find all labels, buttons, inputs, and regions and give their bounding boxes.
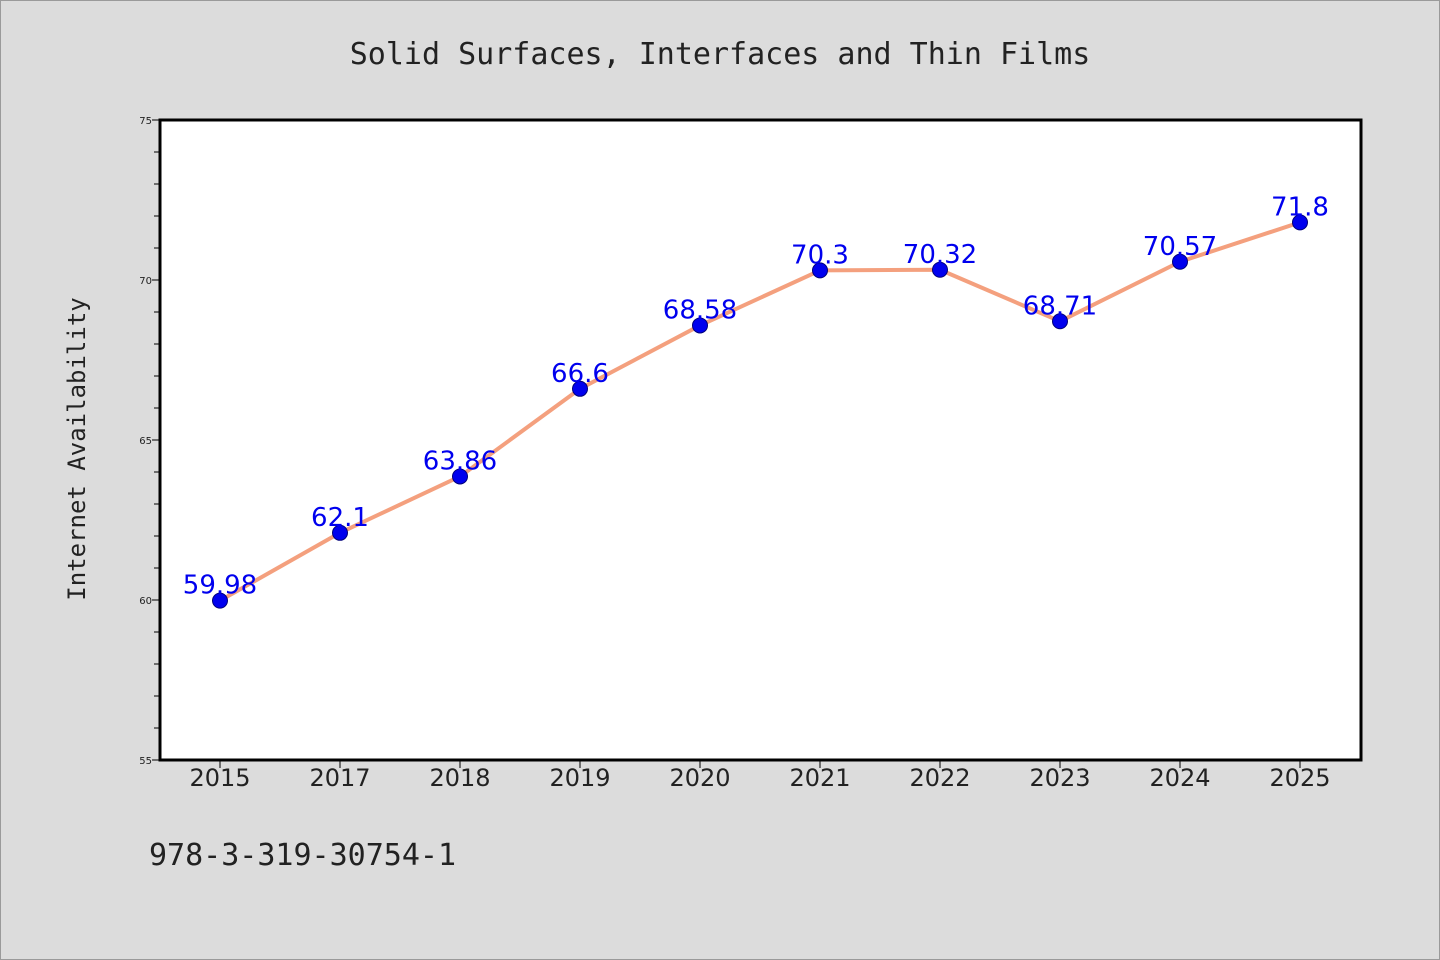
- x-axis: 2015 2017 2018 2019 2020 2021 2022 2023 2024 2025: [189, 760, 1331, 792]
- x-tick-label: 2024: [1149, 764, 1210, 792]
- plot-area: [160, 120, 1361, 760]
- x-tick-label: 2019: [549, 764, 610, 792]
- x-tick-label: 2025: [1269, 764, 1330, 792]
- data-label: 70.57: [1143, 232, 1217, 262]
- data-label: 70.3: [791, 240, 849, 270]
- data-point: [1172, 253, 1188, 270]
- data-label: 59.98: [183, 571, 257, 601]
- y-tick-label: 60: [139, 596, 152, 607]
- chart-title: Solid Surfaces, Interfaces and Thin Film…: [350, 37, 1091, 72]
- data-point: [812, 262, 828, 279]
- data-point: [452, 468, 468, 485]
- series-line: [219, 220, 1301, 603]
- y-tick-label: 55: [139, 756, 152, 767]
- data-point: [1052, 313, 1068, 330]
- x-tick-label: 2022: [909, 764, 970, 792]
- x-tick-label: 2018: [429, 764, 490, 792]
- data-point: [932, 261, 948, 278]
- x-tick-label: 2020: [669, 764, 730, 792]
- data-point: [332, 524, 348, 541]
- x-tick-label: 2021: [789, 764, 850, 792]
- y-tick-label: 70: [139, 276, 152, 287]
- x-tick-label: 2015: [189, 764, 250, 792]
- data-label: 62.1: [311, 503, 369, 533]
- data-label: 68.58: [663, 295, 737, 325]
- plot-frame: [158, 118, 1363, 762]
- data-point: [1292, 214, 1308, 231]
- data-label: 68.71: [1023, 291, 1097, 321]
- data-point: [212, 592, 228, 609]
- data-series: 59.98 62.1 63.86 66.6 68.58 70.3 70.32 68.71 70.…: [183, 192, 1329, 609]
- data-label: 63.86: [423, 446, 497, 476]
- isbn-footer: 978-3-319-30754-1: [149, 838, 456, 873]
- data-label: 71.8: [1271, 192, 1329, 222]
- y-tick-label: 65: [139, 436, 152, 447]
- data-point: [572, 380, 588, 397]
- x-tick-label: 2017: [309, 764, 370, 792]
- data-label: 66.6: [551, 359, 609, 389]
- data-point: [692, 317, 708, 334]
- y-axis-label: Internet Availability: [63, 297, 91, 600]
- x-tick-label: 2023: [1029, 764, 1090, 792]
- y-tick-label: 75: [139, 116, 152, 127]
- y-axis: 55 60 65 70 75: [139, 116, 160, 767]
- data-label: 70.32: [903, 240, 977, 270]
